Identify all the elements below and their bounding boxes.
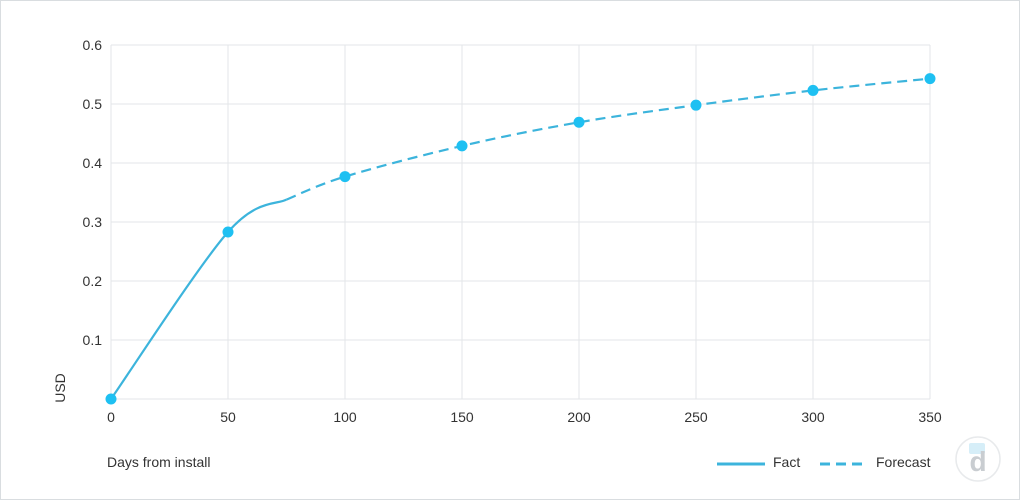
marker-layer — [105, 73, 936, 405]
x-tick-label: 300 — [801, 409, 825, 425]
x-tick-label: 50 — [220, 409, 236, 425]
y-tick-label: 0.6 — [83, 37, 103, 53]
x-tick-label: 100 — [333, 409, 357, 425]
x-axis-ticks: 0 50 100 150 200 250 300 350 — [107, 409, 942, 425]
y-tick-label: 0.3 — [83, 214, 103, 230]
x-axis-title: Days from install — [107, 454, 210, 470]
y-tick-label: 0.5 — [83, 96, 103, 112]
y-axis-ticks: 0.1 0.2 0.3 0.4 0.5 0.6 — [83, 37, 103, 348]
x-tick-label: 250 — [684, 409, 708, 425]
y-tick-label: 0.2 — [83, 273, 103, 289]
data-point — [924, 73, 936, 85]
series-line-fact — [110, 198, 288, 400]
data-point — [573, 116, 585, 128]
x-tick-label: 150 — [450, 409, 474, 425]
series-line-forecast — [286, 77, 931, 201]
data-point — [105, 393, 117, 405]
x-tick-label: 200 — [567, 409, 591, 425]
legend-forecast-label: Forecast — [876, 454, 931, 470]
data-point — [339, 171, 351, 183]
data-point — [456, 140, 468, 152]
devtodev-logo-icon: d — [955, 436, 1001, 482]
legend: Fact Forecast — [717, 454, 931, 470]
data-point — [690, 99, 702, 111]
grid — [110, 44, 931, 400]
legend-fact-label: Fact — [773, 454, 800, 470]
y-axis-title: USD — [52, 373, 68, 403]
series-layer — [110, 77, 931, 400]
y-tick-label: 0.4 — [83, 155, 103, 171]
data-point — [222, 226, 234, 238]
x-tick-label: 0 — [107, 409, 115, 425]
logo-letter: d — [969, 446, 986, 477]
x-tick-label: 350 — [918, 409, 942, 425]
data-point — [807, 84, 819, 96]
y-tick-label: 0.1 — [83, 332, 103, 348]
